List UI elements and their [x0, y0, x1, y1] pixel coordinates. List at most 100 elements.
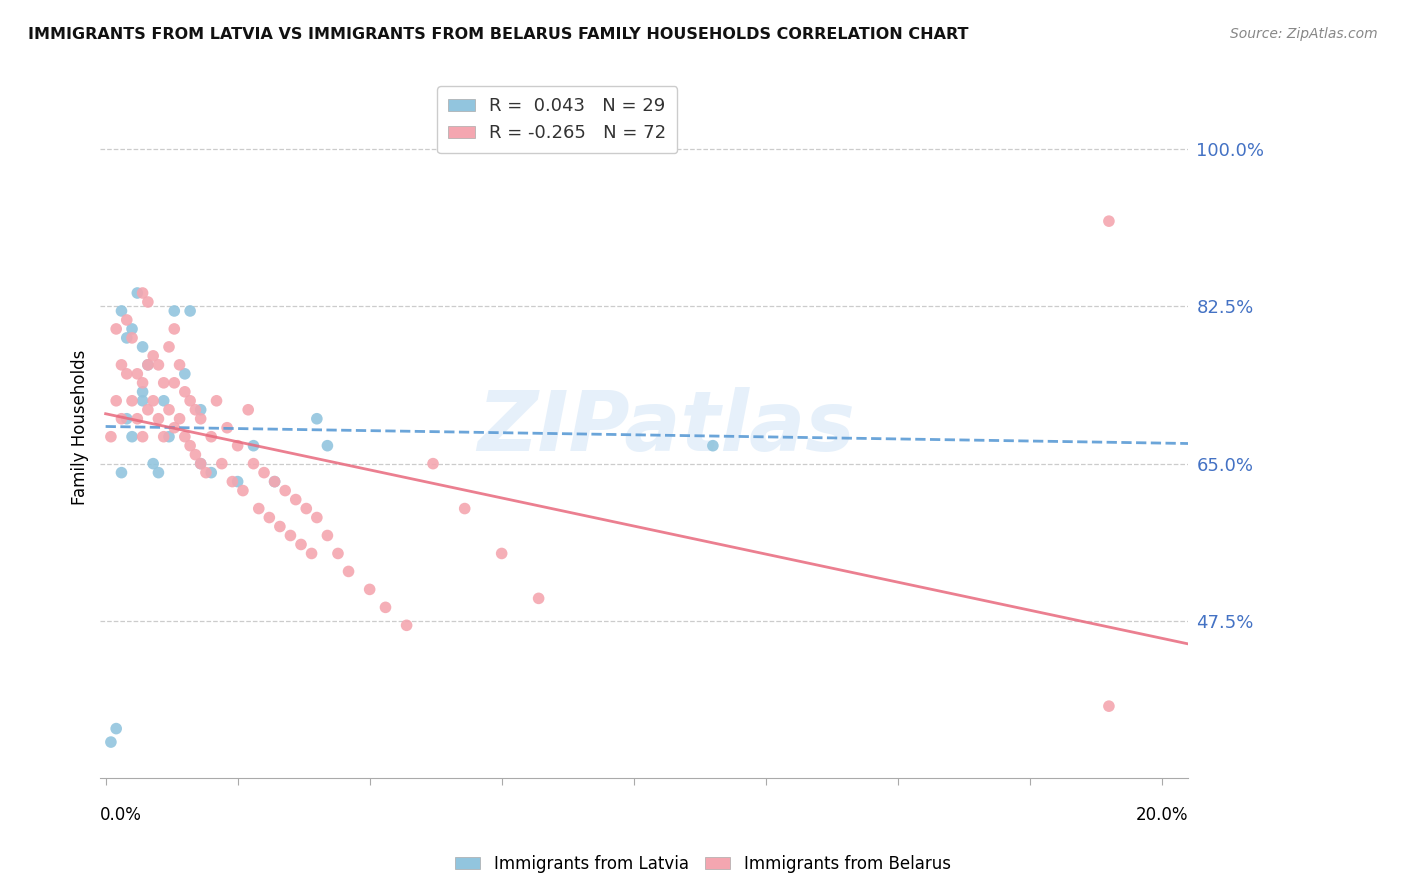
- Point: [136, 358, 159, 372]
- Point: [157, 340, 180, 354]
- Point: [263, 475, 285, 489]
- Point: [226, 475, 249, 489]
- Point: [374, 600, 396, 615]
- Point: [127, 285, 149, 300]
- Point: [148, 466, 170, 480]
- Text: 20.0%: 20.0%: [1136, 806, 1188, 824]
- Point: [184, 448, 207, 462]
- Point: [100, 735, 122, 749]
- Point: [527, 591, 550, 606]
- Point: [142, 393, 165, 408]
- Legend: R =  0.043   N = 29, R = -0.265   N = 72: R = 0.043 N = 29, R = -0.265 N = 72: [437, 87, 678, 153]
- Point: [136, 358, 159, 372]
- Point: [238, 402, 260, 417]
- Point: [131, 384, 153, 399]
- Point: [115, 367, 138, 381]
- Point: [454, 501, 477, 516]
- Point: [217, 421, 239, 435]
- Point: [190, 402, 212, 417]
- Point: [226, 439, 249, 453]
- Point: [702, 439, 724, 453]
- Point: [316, 528, 339, 542]
- Point: [169, 411, 191, 425]
- Point: [110, 466, 132, 480]
- Point: [121, 331, 143, 345]
- Point: [121, 322, 143, 336]
- Point: [179, 393, 201, 408]
- Point: [200, 430, 222, 444]
- Point: [100, 430, 122, 444]
- Point: [131, 340, 153, 354]
- Point: [115, 313, 138, 327]
- Point: [105, 393, 128, 408]
- Point: [295, 501, 318, 516]
- Point: [305, 411, 328, 425]
- Point: [316, 439, 339, 453]
- Point: [280, 528, 302, 542]
- Point: [152, 393, 174, 408]
- Point: [173, 367, 195, 381]
- Point: [110, 358, 132, 372]
- Point: [152, 430, 174, 444]
- Point: [127, 411, 149, 425]
- Point: [127, 367, 149, 381]
- Point: [247, 501, 270, 516]
- Point: [190, 411, 212, 425]
- Point: [253, 466, 276, 480]
- Point: [1098, 699, 1121, 714]
- Point: [305, 510, 328, 524]
- Point: [242, 439, 264, 453]
- Point: [173, 384, 195, 399]
- Point: [163, 322, 186, 336]
- Point: [1098, 214, 1121, 228]
- Point: [301, 546, 323, 560]
- Point: [169, 358, 191, 372]
- Text: 0.0%: 0.0%: [100, 806, 142, 824]
- Point: [121, 393, 143, 408]
- Point: [173, 430, 195, 444]
- Point: [163, 376, 186, 390]
- Point: [110, 304, 132, 318]
- Point: [205, 393, 228, 408]
- Point: [136, 402, 159, 417]
- Point: [190, 457, 212, 471]
- Point: [148, 358, 170, 372]
- Point: [110, 411, 132, 425]
- Text: Source: ZipAtlas.com: Source: ZipAtlas.com: [1230, 27, 1378, 41]
- Point: [395, 618, 418, 632]
- Text: ZIPatlas: ZIPatlas: [477, 387, 855, 468]
- Point: [359, 582, 381, 597]
- Point: [290, 537, 312, 551]
- Point: [491, 546, 513, 560]
- Point: [121, 430, 143, 444]
- Point: [263, 475, 285, 489]
- Point: [115, 331, 138, 345]
- Point: [152, 376, 174, 390]
- Point: [163, 304, 186, 318]
- Legend: Immigrants from Latvia, Immigrants from Belarus: Immigrants from Latvia, Immigrants from …: [449, 848, 957, 880]
- Point: [242, 457, 264, 471]
- Point: [269, 519, 291, 533]
- Point: [131, 376, 153, 390]
- Point: [274, 483, 297, 498]
- Point: [190, 457, 212, 471]
- Y-axis label: Family Households: Family Households: [72, 350, 89, 506]
- Point: [142, 349, 165, 363]
- Point: [179, 304, 201, 318]
- Point: [184, 402, 207, 417]
- Point: [157, 430, 180, 444]
- Point: [131, 285, 153, 300]
- Point: [163, 421, 186, 435]
- Point: [179, 439, 201, 453]
- Point: [131, 430, 153, 444]
- Point: [232, 483, 254, 498]
- Point: [422, 457, 444, 471]
- Point: [157, 402, 180, 417]
- Point: [200, 466, 222, 480]
- Point: [136, 295, 159, 310]
- Point: [194, 466, 217, 480]
- Point: [142, 457, 165, 471]
- Point: [259, 510, 281, 524]
- Point: [105, 322, 128, 336]
- Point: [326, 546, 349, 560]
